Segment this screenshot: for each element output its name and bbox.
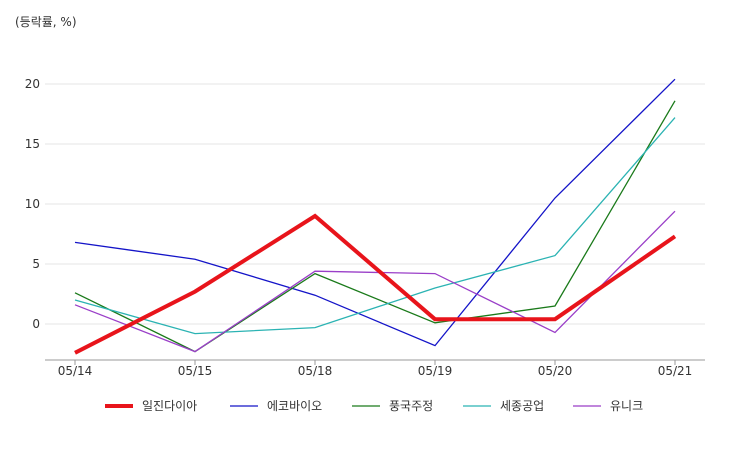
y-tick-label: 15	[25, 137, 40, 151]
axis-layer: 0 5 10 15 20 05/14 05/15 05/18 05/19 05/20 05/21	[25, 77, 705, 378]
series-line	[74, 78, 676, 347]
y-tick-label: 5	[32, 257, 40, 271]
x-tick-label: 05/21	[658, 364, 693, 378]
legend-label: 유니크	[610, 399, 643, 413]
legend-label: 세종공업	[500, 399, 544, 413]
x-tick-label: 05/15	[178, 364, 213, 378]
y-unit-label: (등락률, %)	[15, 15, 77, 29]
grid-layer	[45, 83, 705, 325]
legend-label: 풍국주정	[389, 399, 433, 413]
series-line	[74, 100, 676, 353]
x-tick-label: 05/19	[418, 364, 453, 378]
x-tick-label: 05/18	[298, 364, 333, 378]
legend-label: 에코바이오	[267, 399, 322, 413]
series-line	[74, 213, 677, 355]
series-layer	[74, 78, 677, 355]
legend-label: 일진다이아	[142, 399, 197, 413]
x-tick-label: 05/20	[538, 364, 573, 378]
y-tick-label: 10	[25, 197, 40, 211]
legend: 일진다이아 에코바이오 풍국주정 세종공업 유니크	[105, 399, 643, 413]
series-line	[74, 117, 676, 335]
x-tick-label: 05/14	[58, 364, 93, 378]
y-tick-label: 0	[32, 317, 40, 331]
series-line	[74, 210, 676, 353]
y-tick-label: 20	[25, 77, 40, 91]
